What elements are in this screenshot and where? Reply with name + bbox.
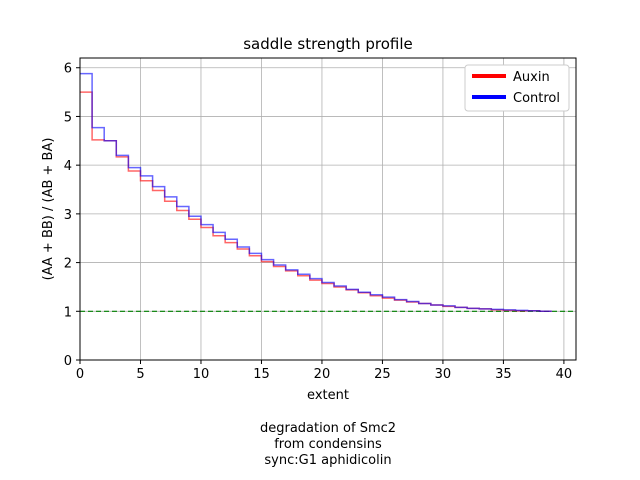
legend: Auxin Control <box>464 64 570 112</box>
x-tick-label: 5 <box>136 367 144 382</box>
y-tick-label: 4 <box>64 159 72 174</box>
x-tick-label: 30 <box>435 367 452 382</box>
y-tick-label: 0 <box>64 354 72 369</box>
y-tick-label: 6 <box>64 62 72 77</box>
caption-line-1: degradation of Smc2 <box>260 421 396 436</box>
y-ticks: 0 1 2 3 4 5 6 <box>64 62 80 369</box>
chart-title: saddle strength profile <box>243 35 413 53</box>
x-tick-label: 10 <box>193 367 210 382</box>
plot-frame <box>79 57 577 361</box>
x-tick-label: 40 <box>556 367 573 382</box>
x-tick-label: 35 <box>495 367 512 382</box>
y-axis-label: (AA + BB) / (AB + BA) <box>41 138 56 281</box>
x-tick-label: 20 <box>314 367 331 382</box>
legend-label-control: Control <box>513 91 560 106</box>
y-tick-label: 3 <box>64 208 72 223</box>
x-ticks: 0 5 10 15 20 25 30 35 40 <box>76 360 572 382</box>
x-axis-label: extent <box>307 388 349 403</box>
x-tick-label: 25 <box>374 367 391 382</box>
y-tick-label: 5 <box>64 110 72 125</box>
x-tick-label: 15 <box>253 367 270 382</box>
y-tick-label: 1 <box>64 305 72 320</box>
series-group <box>80 72 552 313</box>
caption-line-3: sync:G1 aphidicolin <box>264 453 391 468</box>
series-line-control <box>80 72 552 313</box>
y-tick-label: 2 <box>64 257 72 272</box>
caption-line-2: from condensins <box>274 437 382 452</box>
x-tick-label: 0 <box>76 367 84 382</box>
legend-label-auxin: Auxin <box>513 70 550 85</box>
